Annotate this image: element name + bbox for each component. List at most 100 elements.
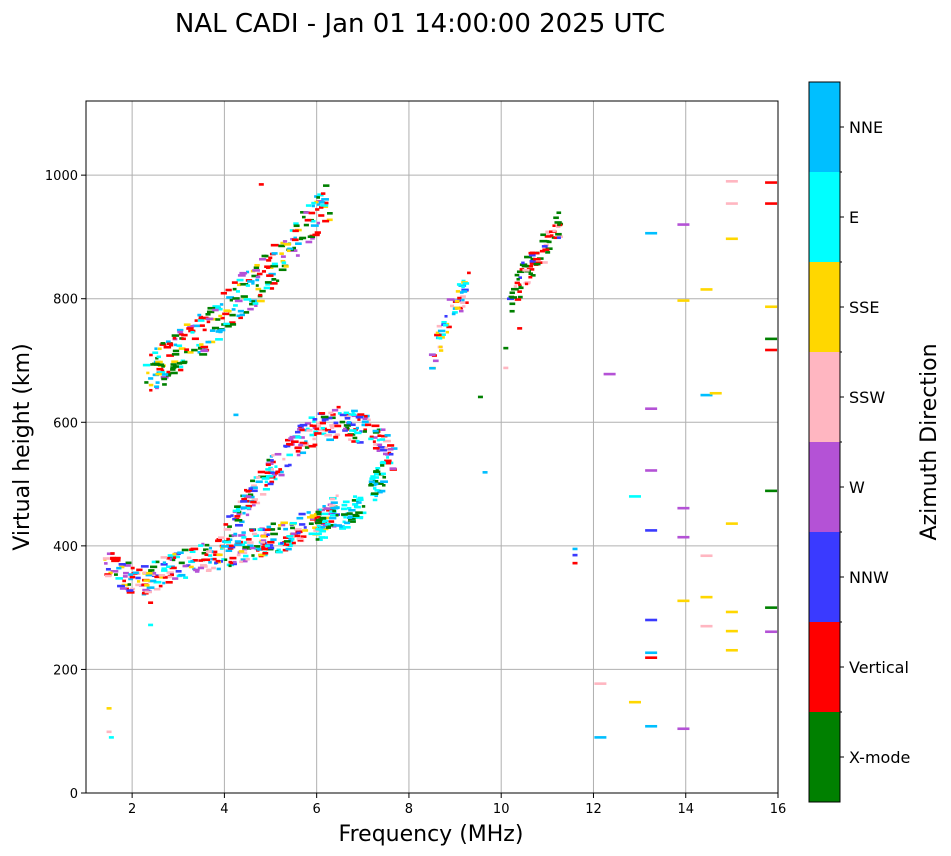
echo-mark [388, 452, 394, 456]
echo-mark [765, 305, 778, 309]
echo-mark [161, 365, 165, 368]
echo-mark [530, 257, 535, 261]
echo-mark [170, 368, 176, 371]
echo-mark [166, 556, 173, 560]
echo-mark [765, 489, 778, 493]
echo-mark [339, 525, 345, 528]
echo-mark [323, 428, 332, 432]
echo-mark [245, 284, 250, 287]
echo-mark [199, 343, 204, 346]
echo-mark [291, 538, 295, 541]
echo-mark [154, 575, 160, 579]
echo-mark [295, 254, 300, 257]
echo-mark [243, 298, 252, 301]
echo-mark [725, 610, 738, 614]
colorbar-swatch-vertical [809, 622, 840, 712]
echo-mark [269, 287, 275, 290]
echo-mark [255, 275, 261, 279]
echo-mark [319, 421, 326, 425]
echo-mark [271, 454, 275, 457]
echo-mark [389, 467, 397, 470]
echo-mark [225, 549, 233, 553]
echo-mark [519, 263, 528, 267]
echo-mark [233, 532, 238, 536]
echo-mark [645, 407, 658, 410]
echo-mark [343, 424, 352, 427]
echo-mark [236, 278, 244, 282]
echo-mark [323, 184, 330, 187]
echo-mark [296, 516, 304, 520]
echo-mark [250, 486, 258, 490]
plot-frame [85, 100, 779, 794]
echo-mark [172, 552, 177, 556]
x-tick-label: 12 [585, 802, 602, 817]
echo-mark [249, 495, 255, 499]
echo-mark [278, 244, 286, 248]
echo-mark [160, 563, 168, 566]
echo-mark [461, 298, 465, 302]
echo-mark [232, 560, 237, 564]
echo-mark [351, 440, 360, 443]
echo-mark [290, 532, 298, 536]
echo-mark [322, 505, 326, 508]
echo-mark [249, 529, 254, 532]
echo-mark [386, 456, 390, 459]
echo-mark [110, 552, 115, 555]
colorbar-swatch-nne [809, 82, 840, 172]
echo-mark [522, 268, 530, 272]
echo-mark [218, 314, 223, 318]
echo-mark [226, 296, 235, 299]
echo-mark [457, 296, 462, 300]
echo-mark [204, 553, 209, 557]
echo-mark [387, 444, 395, 447]
echo-mark [336, 433, 341, 437]
echo-mark [162, 561, 167, 564]
echo-mark [175, 570, 182, 573]
echo-mark [765, 202, 778, 205]
echo-mark [292, 246, 297, 250]
echo-mark [186, 556, 192, 560]
echo-mark [308, 444, 316, 448]
echo-mark [268, 466, 273, 470]
echo-mark [518, 295, 523, 299]
echo-mark [352, 518, 356, 521]
echo-mark [234, 515, 241, 518]
echo-mark [258, 475, 266, 479]
x-axis: 2 4 6 8 10 12 14 16 [128, 793, 786, 817]
echo-mark [348, 508, 356, 512]
echo-mark [248, 546, 256, 550]
echo-mark [264, 471, 271, 474]
echo-mark [268, 256, 273, 260]
echo-mark [194, 319, 198, 322]
echo-mark [239, 313, 245, 317]
echo-mark [372, 429, 379, 433]
echo-mark [700, 393, 713, 397]
echo-mark [239, 560, 244, 564]
echo-mark [320, 204, 329, 207]
echo-mark [332, 509, 337, 513]
echo-mark [546, 232, 551, 235]
echo-mark [271, 262, 278, 266]
echo-mark [121, 583, 129, 587]
echo-mark [364, 423, 372, 427]
echo-mark [240, 500, 248, 503]
echo-mark [315, 538, 320, 541]
echo-mark [319, 206, 324, 209]
echo-mark [381, 428, 386, 432]
echo-mark [256, 272, 263, 276]
echo-mark [202, 316, 209, 320]
echo-mark [314, 200, 319, 204]
echo-mark [198, 559, 203, 562]
echo-mark [205, 312, 211, 316]
echo-mark [234, 523, 243, 527]
echo-mark [227, 525, 232, 528]
echo-mark [229, 321, 236, 324]
echo-mark [203, 565, 208, 568]
echo-mark [148, 579, 157, 583]
echo-mark [380, 482, 384, 485]
echo-mark [539, 249, 546, 253]
echo-mark [212, 308, 219, 312]
echo-mark [144, 590, 152, 594]
echo-mark [200, 349, 209, 353]
echo-mark [362, 430, 367, 433]
